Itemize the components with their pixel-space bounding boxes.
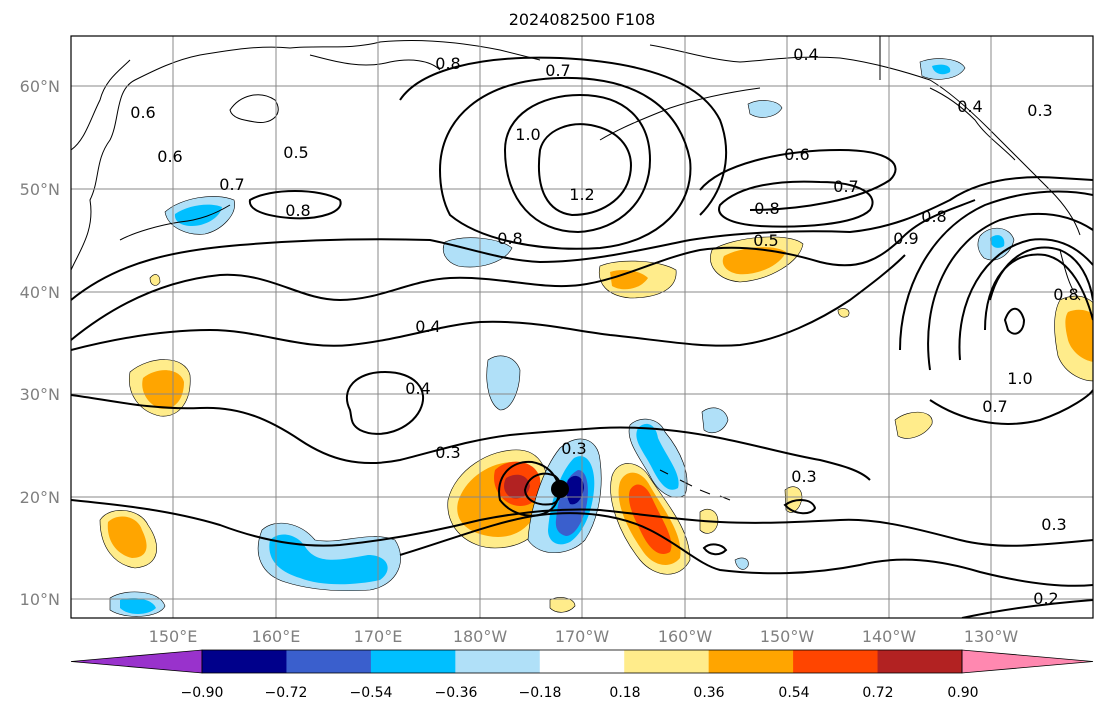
colorbar-segment <box>793 650 879 673</box>
colorbar-segment <box>708 650 794 673</box>
contour-label: 0.3 <box>561 439 586 458</box>
lat-label: 30°N <box>20 385 60 404</box>
contour-label: 0.8 <box>497 229 522 248</box>
contour-label: 0.5 <box>283 143 308 162</box>
contour-label: 0.5 <box>753 231 778 250</box>
contour-label: 0.6 <box>157 147 182 166</box>
contour-label: 0.3 <box>435 443 460 462</box>
colorbar-border <box>201 649 963 674</box>
longitude-labels: 150°E 160°E 170°E 180°W 170°W 160°W 150°… <box>149 627 1019 646</box>
contour-label-group: 0.8 0.7 0.4 0.4 0.3 0.6 0.6 0.5 0.7 0.8 … <box>130 45 1078 608</box>
contour-label: 1.0 <box>1007 369 1032 388</box>
lon-label: 160°E <box>252 627 301 646</box>
colorbar-segment <box>202 650 287 673</box>
colorbar <box>70 649 1094 674</box>
contour-label: 0.4 <box>405 379 430 398</box>
contour-label: 0.6 <box>130 103 155 122</box>
lat-label: 60°N <box>20 77 60 96</box>
colorbar-tick-label: −0.72 <box>265 685 308 701</box>
colorbar-tick-label: 0.54 <box>778 685 809 701</box>
figure-title: 2024082500 F108 <box>509 10 656 29</box>
contour-label: 0.2 <box>1033 589 1058 608</box>
colorbar-tick-label: 0.18 <box>609 685 640 701</box>
coastlines <box>71 36 1081 501</box>
contour-label: 1.2 <box>569 185 594 204</box>
contour-label: 0.4 <box>957 97 982 116</box>
lon-label: 160°W <box>658 627 713 646</box>
lon-label: 180°W <box>453 627 508 646</box>
lon-label: 150°E <box>149 627 198 646</box>
contour-label: 0.3 <box>791 467 816 486</box>
contour-lines <box>71 56 1093 618</box>
contour-label: 0.4 <box>793 45 818 64</box>
contour-label: 0.7 <box>833 177 858 196</box>
contour-label: 0.9 <box>893 229 918 248</box>
colorbar-segment <box>624 650 710 673</box>
colorbar-tick-label: 0.72 <box>862 685 893 701</box>
contour-label: 1.0 <box>515 125 540 144</box>
contour-label: 0.7 <box>219 175 244 194</box>
colorbar-tick-label: 0.90 <box>947 685 978 701</box>
lon-label: 170°E <box>354 627 403 646</box>
lon-label: 150°W <box>760 627 815 646</box>
lat-label: 20°N <box>20 488 60 507</box>
contour-label: 0.8 <box>754 199 779 218</box>
contour-label: 0.7 <box>982 397 1007 416</box>
contour-label: 0.7 <box>545 61 570 80</box>
colorbar-segment <box>877 650 963 673</box>
colorbar-tick-label: −0.18 <box>519 685 562 701</box>
contour-label: 0.8 <box>435 54 460 73</box>
contour-label: 0.8 <box>285 201 310 220</box>
colorbar-tick-label: −0.36 <box>435 685 478 701</box>
contour-label: 0.8 <box>921 207 946 226</box>
colorbar-tick-label: 0.36 <box>693 685 724 701</box>
colorbar-segment <box>455 650 541 673</box>
contour-label: 0.3 <box>1041 515 1066 534</box>
colorbar-tick-label: −0.90 <box>181 685 224 701</box>
colorbar-segment <box>370 650 456 673</box>
contour-label: 0.4 <box>415 317 440 336</box>
colorbar-segment <box>286 650 372 673</box>
colorbar-tick-labels: −0.90 −0.72 −0.54 −0.36 −0.18 0.18 0.36 … <box>181 685 979 701</box>
contour-label: 0.8 <box>1053 285 1078 304</box>
lat-label: 50°N <box>20 180 60 199</box>
contour-label: 0.6 <box>784 145 809 164</box>
colorbar-segment <box>539 650 625 673</box>
lat-label: 40°N <box>20 283 60 302</box>
contour-label: 0.3 <box>1027 101 1052 120</box>
colorbar-segment <box>70 649 203 674</box>
lon-label: 130°W <box>964 627 1019 646</box>
storm-center-marker <box>551 480 569 498</box>
lon-label: 140°W <box>862 627 917 646</box>
map-border <box>70 35 1094 619</box>
lat-lon-grid <box>71 36 1093 618</box>
colorbar-segment <box>961 649 1094 674</box>
latitude-labels: 60°N 50°N 40°N 30°N 20°N 10°N <box>20 77 60 609</box>
colorbar-tick-label: −0.54 <box>350 685 393 701</box>
lon-label: 170°W <box>555 627 610 646</box>
lat-label: 10°N <box>20 590 60 609</box>
